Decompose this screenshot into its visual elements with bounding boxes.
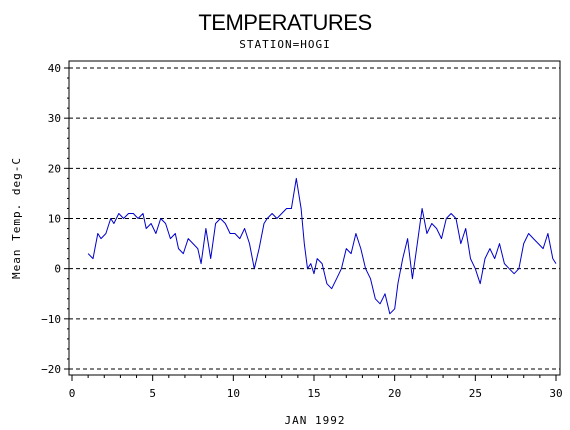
x-tick-label: 5 bbox=[149, 387, 156, 400]
x-tick-label: 25 bbox=[469, 387, 482, 400]
gridlines bbox=[69, 67, 560, 370]
y-tick-label: 20 bbox=[48, 162, 61, 175]
y-tick-label: −20 bbox=[41, 363, 61, 376]
chart-title: TEMPERATURES bbox=[198, 10, 371, 35]
y-tick-label: −10 bbox=[41, 313, 61, 326]
y-tick-label: 10 bbox=[48, 213, 61, 226]
x-tick-label: 0 bbox=[69, 387, 76, 400]
chart-subtitle: STATION=HOGI bbox=[239, 38, 330, 51]
y-tick-label: 30 bbox=[48, 112, 61, 125]
y-tick-label: 0 bbox=[54, 263, 61, 276]
x-axis: 0 5 10 15 20 25 30 bbox=[69, 375, 563, 400]
series-group bbox=[87, 177, 557, 315]
x-tick-label: 30 bbox=[549, 387, 562, 400]
series-line bbox=[87, 177, 557, 315]
x-tick-label: 10 bbox=[227, 387, 240, 400]
y-axis: −20 −10 0 10 20 30 40 bbox=[41, 62, 69, 376]
x-tick-label: 20 bbox=[388, 387, 401, 400]
y-axis-label: Mean Temp. deg-C bbox=[10, 157, 23, 279]
y-tick-label: 40 bbox=[48, 62, 61, 75]
x-tick-label: 15 bbox=[307, 387, 320, 400]
x-axis-label: JAN 1992 bbox=[285, 414, 346, 427]
